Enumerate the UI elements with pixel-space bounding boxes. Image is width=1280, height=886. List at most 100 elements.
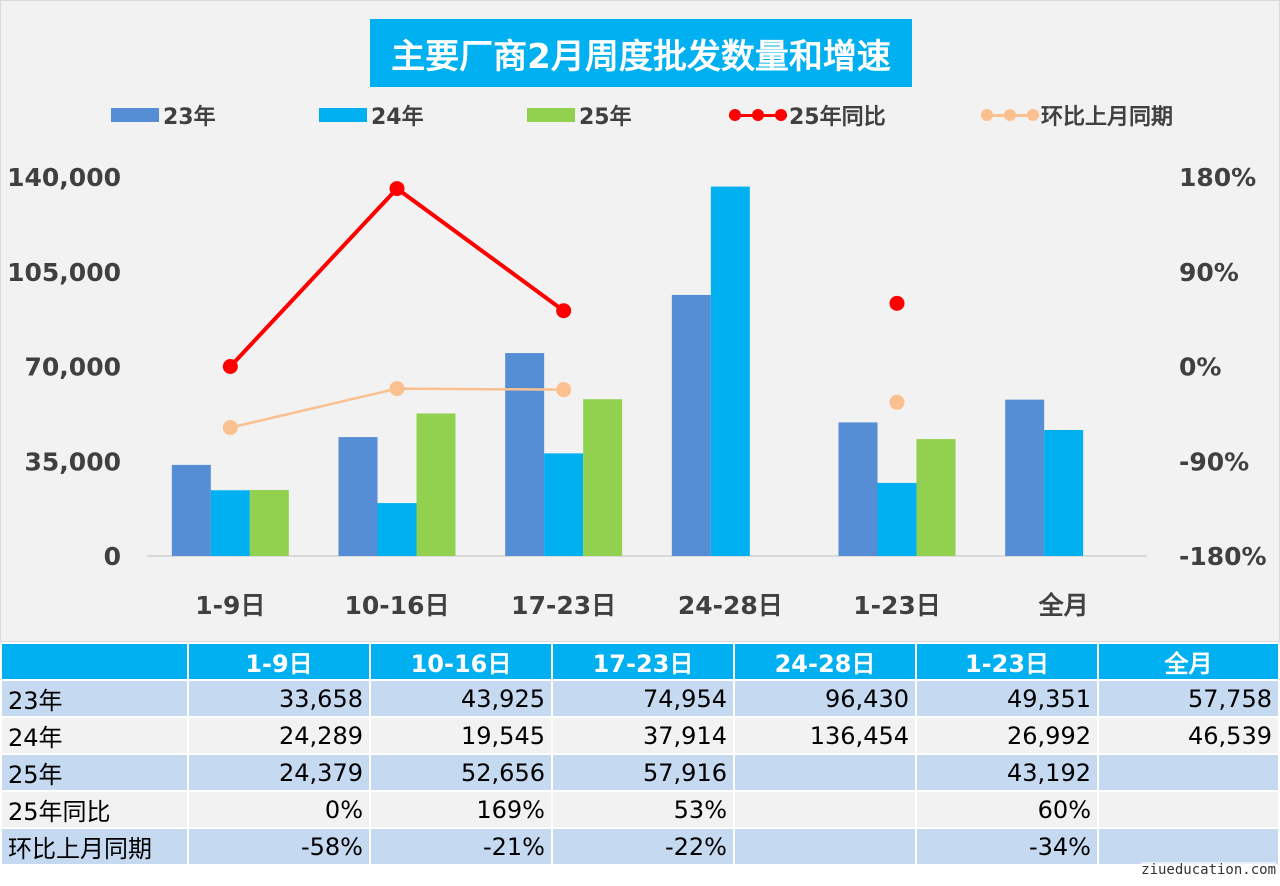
bar-23年-全月 — [1005, 399, 1045, 556]
bar-25年-1-23日 — [916, 439, 956, 556]
legend-swatch-25 — [527, 108, 575, 122]
point-25年同比-10-16日 — [389, 181, 405, 197]
bar-25年-1-9日 — [249, 490, 289, 556]
bar-24年-10-16日 — [377, 503, 417, 556]
y-right-tick-label: -90% — [1179, 447, 1249, 476]
legend-label-23: 23年 — [163, 105, 216, 130]
table-cell: 24,289 — [187, 716, 371, 755]
y-left-tick-label: 35,000 — [25, 447, 121, 476]
table-header-cell: 17-23日 — [551, 642, 735, 681]
table-row-label: 25年 — [0, 753, 189, 792]
table-row-label: 24年 — [0, 716, 189, 755]
table-cell: 60% — [915, 790, 1099, 829]
table-cell: -21% — [369, 827, 553, 866]
chart-area: 主要厂商2月周度批发数量和增速 23年 24年 25年 25年同比 — [0, 0, 1280, 642]
table-row: 环比上月同期 -58% -21% -22% -34% — [0, 827, 1280, 866]
x-category-label: 24-28日 — [678, 591, 783, 620]
point-25年同比-17-23日 — [556, 303, 572, 319]
bar-23年-1-23日 — [838, 422, 878, 556]
table-cell: 169% — [369, 790, 553, 829]
table-cell — [733, 827, 917, 866]
bar-23年-24-28日 — [671, 294, 711, 556]
watermark-text: ziueducation.com — [1141, 862, 1276, 878]
table-cell — [1097, 790, 1280, 829]
table-cell: 52,656 — [369, 753, 553, 792]
point-环比上月同期-1-9日 — [222, 420, 238, 436]
table-cell: 43,192 — [915, 753, 1099, 792]
table-cell: 74,954 — [551, 679, 735, 718]
bar-23年-1-9日 — [171, 464, 211, 556]
point-环比上月同期-10-16日 — [389, 381, 405, 397]
y-right-tick-label: 90% — [1179, 258, 1239, 287]
bar-24年-1-9日 — [210, 490, 250, 556]
table-header-cell: 10-16日 — [369, 642, 553, 681]
table-cell: 43,925 — [369, 679, 553, 718]
table-row: 24年 24,289 19,545 37,914 136,454 26,992 … — [0, 716, 1280, 755]
table-cell: -58% — [187, 827, 371, 866]
table-cell — [1097, 827, 1280, 866]
table-row-label: 25年同比 — [0, 790, 189, 829]
legend: 23年 24年 25年 25年同比 环比上月 — [1, 97, 1280, 133]
bar-25年-17-23日 — [583, 399, 623, 556]
table-header-cell: 全月 — [1097, 642, 1280, 681]
y-left-tick-label: 105,000 — [7, 258, 121, 287]
y-right-tick-label: 180% — [1179, 163, 1256, 192]
table-header-cell: 1-9日 — [187, 642, 371, 681]
table-header-row: 1-9日 10-16日 17-23日 24-28日 1-23日 全月 — [0, 642, 1280, 681]
table-row-label: 23年 — [0, 679, 189, 718]
table-row-label: 环比上月同期 — [0, 827, 189, 866]
legend-item-24: 24年 — [319, 97, 424, 133]
legend-swatch-23 — [111, 108, 159, 122]
legend-line-mom — [981, 108, 1039, 122]
y-left-tick-label: 70,000 — [25, 353, 121, 382]
data-table: 1-9日 10-16日 17-23日 24-28日 1-23日 全月 23年 3… — [0, 642, 1280, 866]
table-cell: 96,430 — [733, 679, 917, 718]
table-cell — [733, 790, 917, 829]
table-cell: -22% — [551, 827, 735, 866]
bar-24年-17-23日 — [544, 453, 584, 556]
table-header-cell — [0, 642, 189, 681]
table-cell — [1097, 753, 1280, 792]
y-right-tick-label: -180% — [1179, 542, 1267, 571]
table-cell: 19,545 — [369, 716, 553, 755]
table-cell: -34% — [915, 827, 1099, 866]
legend-label-mom: 环比上月同期 — [1041, 105, 1174, 130]
bar-24年-全月 — [1044, 430, 1084, 556]
table-cell — [733, 753, 917, 792]
y-right-tick-label: 0% — [1179, 353, 1221, 382]
legend-label-yoy: 25年同比 — [789, 105, 886, 130]
table-row: 25年 24,379 52,656 57,916 43,192 — [0, 753, 1280, 792]
x-category-label: 17-23日 — [511, 591, 616, 620]
table-cell: 49,351 — [915, 679, 1099, 718]
legend-swatch-24 — [319, 108, 367, 122]
table-cell: 53% — [551, 790, 735, 829]
y-left-tick-label: 140,000 — [7, 163, 121, 192]
bar-23年-17-23日 — [505, 353, 545, 556]
table-row: 25年同比 0% 169% 53% 60% — [0, 790, 1280, 829]
legend-line-yoy — [729, 108, 787, 122]
point-25年同比-1-23日 — [889, 295, 905, 311]
table-row: 23年 33,658 43,925 74,954 96,430 49,351 5… — [0, 679, 1280, 718]
table-header-cell: 24-28日 — [733, 642, 917, 681]
plot-area: 0 35,000 70,000 105,000 140,000 -180% -90% 0% 90… — [7, 163, 1267, 620]
table-cell: 37,914 — [551, 716, 735, 755]
table-cell: 57,916 — [551, 753, 735, 792]
table-cell: 57,758 — [1097, 679, 1280, 718]
table-cell: 0% — [187, 790, 371, 829]
table-cell: 33,658 — [187, 679, 371, 718]
table-cell: 26,992 — [915, 716, 1099, 755]
legend-item-yoy: 25年同比 — [729, 97, 886, 133]
legend-item-25: 25年 — [527, 97, 632, 133]
legend-item-mom: 环比上月同期 — [981, 97, 1173, 133]
x-category-label: 1-23日 — [853, 591, 941, 620]
bar-24年-24-28日 — [710, 186, 750, 556]
chart-title: 主要厂商2月周度批发数量和增速 — [370, 19, 912, 87]
table-header-cell: 1-23日 — [915, 642, 1099, 681]
line-25年同比 — [228, 185, 565, 368]
table-cell: 136,454 — [733, 716, 917, 755]
point-环比上月同期-17-23日 — [556, 382, 572, 398]
table-cell: 46,539 — [1097, 716, 1280, 755]
table-cell: 24,379 — [187, 753, 371, 792]
x-category-label: 全月 — [1038, 591, 1089, 620]
legend-item-23: 23年 — [111, 97, 216, 133]
